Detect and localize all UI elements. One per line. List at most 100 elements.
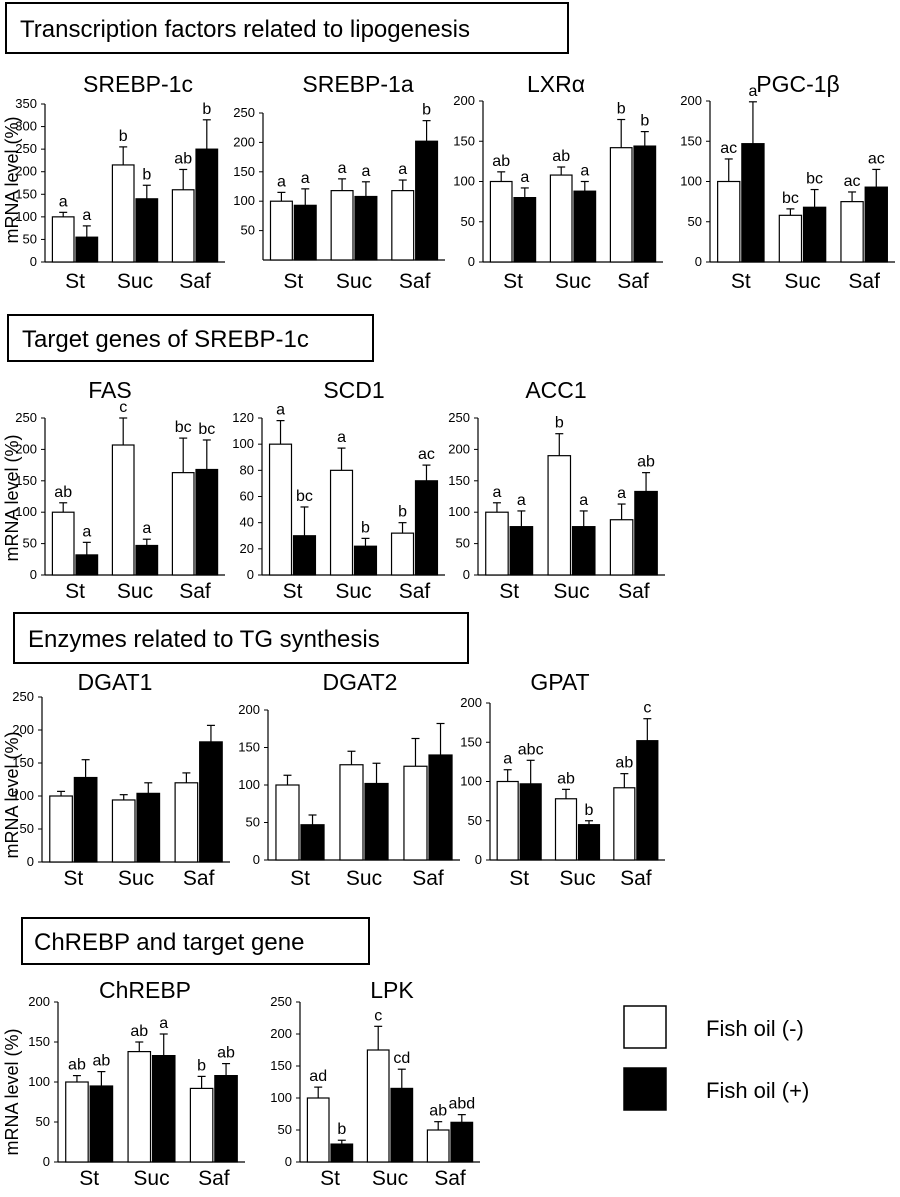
legend-label-fish-oil-minus: Fish oil (-) (706, 1016, 804, 1041)
significance-label: b (197, 1057, 206, 1074)
category-label: Saf (179, 270, 211, 293)
category-label: Suc (336, 270, 372, 293)
chart-fas: FAS 0 50 100 150 200 250 St ab a Suc c a Saf bc bc (15, 377, 225, 603)
bar-saf-fish-oil-minus (171, 189, 195, 263)
significance-label: b (202, 101, 211, 118)
category-label: Saf (183, 867, 215, 890)
y-tick-label: 250 (270, 994, 292, 1009)
significance-label: a (59, 193, 68, 210)
y-tick-label: 100 (238, 777, 260, 792)
category-label: Suc (118, 867, 154, 890)
bar-st-fish-oil-plus (300, 824, 325, 861)
y-tick-label: 150 (460, 734, 482, 749)
bar-suc-fish-oil-plus (353, 545, 378, 576)
y-tick-label: 0 (468, 254, 475, 269)
y-tick-label: 100 (680, 174, 702, 189)
significance-label: a (517, 492, 526, 509)
significance-label: a (748, 83, 757, 100)
significance-label: a (277, 173, 286, 190)
y-tick-label: 0 (285, 1154, 292, 1169)
y-tick-label: 50 (20, 821, 34, 836)
category-label: Saf (179, 580, 211, 603)
section-box-3: ChREBP and target gene (21, 917, 370, 965)
category-label: Saf (620, 867, 652, 890)
bar-suc-fish-oil-plus (390, 1087, 414, 1163)
y-tick-label: 100 (453, 174, 475, 189)
significance-label: a (82, 523, 91, 540)
bar-st-fish-oil-minus (268, 443, 293, 576)
bar-saf-fish-oil-minus (426, 1129, 450, 1163)
y-tick-label: 50 (23, 231, 37, 246)
y-tick-label: 250 (15, 141, 37, 156)
significance-label: b (361, 519, 370, 536)
section-box-1: Target genes of SREBP-1c (7, 314, 374, 362)
category-label: Suc (346, 867, 382, 890)
bar-st-fish-oil-minus (489, 180, 513, 263)
bar-suc-fish-oil-plus (364, 782, 389, 861)
significance-label: ab (92, 1053, 110, 1070)
bar-st-fish-oil-minus (496, 780, 519, 861)
y-tick-label: 200 (680, 93, 702, 108)
category-label: St (283, 270, 303, 293)
y-tick-label: 150 (28, 1034, 50, 1049)
significance-label: bc (296, 488, 313, 505)
bar-suc-fish-oil-minus (329, 469, 354, 576)
category-label: Saf (434, 1167, 466, 1190)
category-label: Suc (335, 580, 371, 603)
y-tick-label: 100 (28, 1074, 50, 1089)
significance-label: ab (557, 770, 575, 787)
bar-saf-fish-oil-plus (214, 1074, 238, 1163)
category-label: St (731, 270, 751, 293)
section-title: Transcription factors related to lipogen… (20, 16, 470, 43)
y-tick-label: 50 (246, 815, 260, 830)
significance-label: ab (130, 1023, 148, 1040)
category-label: Suc (559, 867, 595, 890)
bar-suc-fish-oil-plus (135, 544, 159, 576)
bar-st-fish-oil-minus (269, 200, 293, 261)
section-box-0: Transcription factors related to lipogen… (5, 2, 569, 54)
significance-label: a (398, 161, 407, 178)
significance-label: a (276, 402, 285, 419)
bar-suc-fish-oil-minus (111, 799, 136, 863)
significance-label: ac (844, 173, 861, 190)
significance-label: bc (806, 171, 823, 188)
bar-saf-fish-oil-plus (199, 741, 223, 863)
category-label: St (290, 867, 310, 890)
bar-saf-fish-oil-minus (174, 782, 199, 863)
significance-label: a (338, 160, 347, 177)
bar-saf-fish-oil-plus (195, 468, 219, 576)
bar-st-fish-oil-plus (75, 236, 99, 263)
y-tick-label: 0 (463, 567, 470, 582)
legend-label-fish-oil-plus: Fish oil (+) (706, 1078, 809, 1103)
category-label: Suc (555, 270, 591, 293)
bar-suc-fish-oil-minus (111, 164, 135, 263)
chart-title: GPAT (530, 669, 589, 695)
significance-label: a (579, 492, 588, 509)
significance-label: b (640, 113, 649, 130)
y-tick-label: 50 (461, 214, 475, 229)
bar-saf-fish-oil-minus (390, 532, 415, 576)
bar-saf-fish-oil-minus (391, 190, 415, 261)
significance-label: ad (309, 1068, 327, 1085)
significance-label: b (337, 1121, 346, 1138)
bar-saf-fish-oil-plus (633, 145, 657, 263)
y-tick-label: 0 (30, 254, 37, 269)
bar-st-fish-oil-minus (65, 1081, 89, 1163)
chart-title: ACC1 (525, 377, 586, 403)
section-title: Target genes of SREBP-1c (22, 326, 309, 353)
significance-label: a (142, 520, 151, 537)
y-tick-label: 0 (247, 567, 254, 582)
bar-suc-fish-oil-plus (577, 824, 601, 861)
y-tick-label: 100 (12, 788, 34, 803)
y-tick-label: 80 (240, 462, 254, 477)
bar-suc-fish-oil-minus (554, 798, 578, 861)
significance-label: ac (868, 150, 885, 167)
category-label: Suc (117, 270, 153, 293)
significance-label: abd (448, 1096, 475, 1113)
bar-saf-fish-oil-plus (195, 148, 219, 263)
significance-label: bc (782, 190, 799, 207)
y-tick-label: 250 (12, 689, 34, 704)
